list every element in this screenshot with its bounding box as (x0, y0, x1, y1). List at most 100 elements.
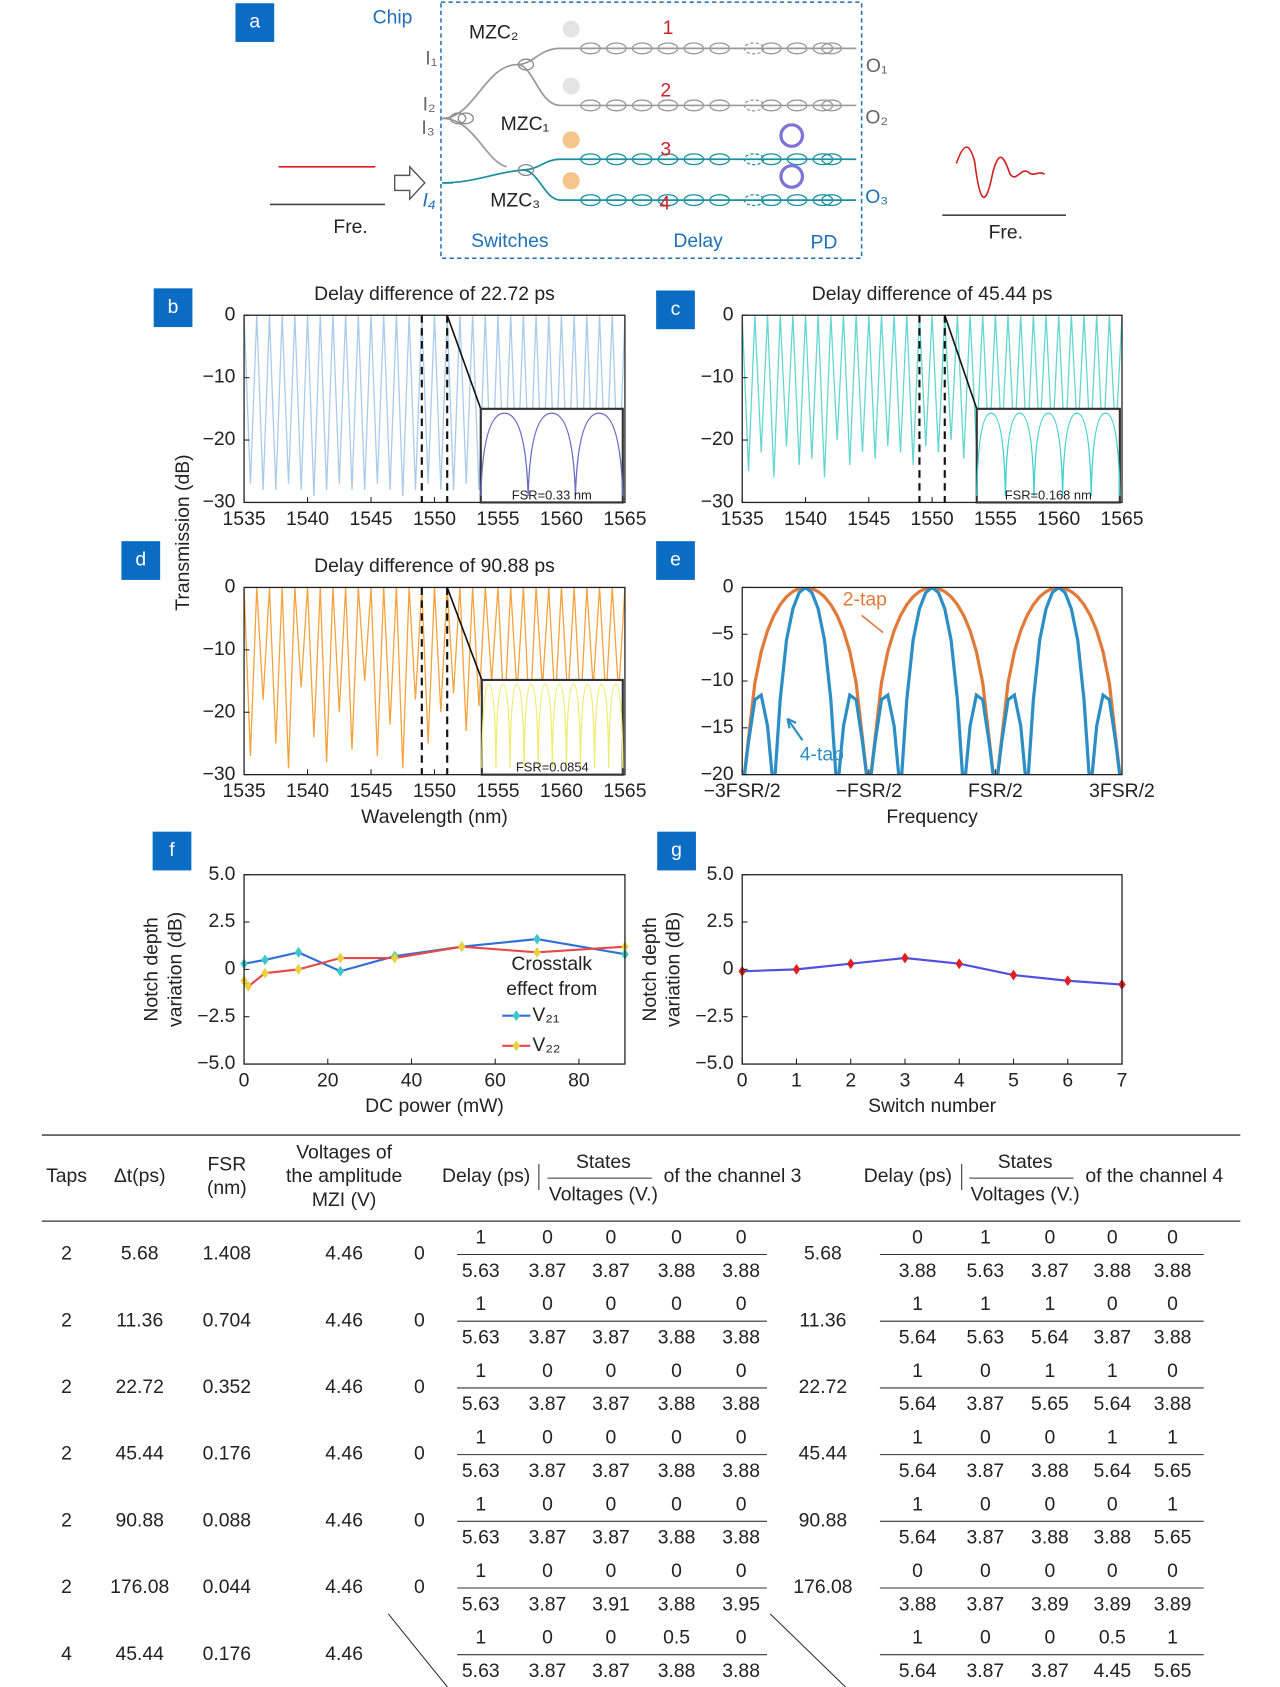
y-tick-label: −5.0 (197, 1052, 235, 1074)
cell: 1 (912, 1427, 923, 1449)
zoom-leader (446, 587, 483, 681)
delay-ring (580, 42, 601, 55)
delay-ring (683, 99, 705, 112)
panel-badge (657, 831, 696, 871)
waveguide (517, 63, 857, 107)
y-tick-label: −5 (712, 622, 734, 644)
switch-coupler (449, 112, 467, 125)
x-tick-label: 1545 (847, 508, 890, 530)
annotation-arrow (861, 614, 884, 634)
y-tick-label: −20 (203, 428, 236, 450)
delay-ring (760, 42, 782, 55)
switch-coupler (517, 163, 535, 177)
cell: 0 (1045, 1560, 1056, 1582)
legend-marker (512, 1040, 521, 1052)
cell: 3.88 (899, 1260, 937, 1282)
y-axis-label: Transmission (dB) (172, 454, 194, 610)
cell: 0 (736, 1493, 747, 1515)
cell: 0.5 (663, 1627, 690, 1649)
x-tick-label: 1535 (721, 508, 764, 530)
cell: 3.87 (529, 1327, 567, 1349)
cell: 1 (1045, 1293, 1056, 1315)
cell: 5.63 (462, 1460, 500, 1482)
waveguide (442, 158, 857, 184)
y-tick-label: −20 (203, 700, 236, 722)
cell: 0 (736, 1560, 747, 1582)
y-tick-label: 2.5 (209, 910, 236, 932)
x-tick-label: 6 (1062, 1069, 1073, 1091)
cell: 5.63 (967, 1260, 1005, 1282)
delay-ring (786, 99, 808, 112)
cell: 0 (542, 1427, 553, 1449)
cell: 1 (980, 1226, 991, 1248)
cell: 0 (671, 1560, 682, 1582)
cell: 3.88 (1093, 1260, 1131, 1282)
cell: 0 (1167, 1560, 1178, 1582)
cell: 0 (542, 1360, 553, 1382)
y-tick-label: −15 (701, 716, 734, 738)
x-tick-label: 1550 (911, 508, 954, 530)
cell: 0 (414, 1576, 425, 1598)
cell: 0 (671, 1427, 682, 1449)
cell: 4.45 (1093, 1660, 1131, 1682)
cell: 0 (414, 1509, 425, 1531)
cell: 4.46 (325, 1376, 363, 1398)
cell: 5.64 (899, 1460, 937, 1482)
cell: 3.95 (722, 1593, 760, 1615)
cell: 0.176 (203, 1443, 251, 1465)
x-tick-label: 0 (737, 1069, 748, 1091)
x-tick-label: 80 (568, 1069, 590, 1091)
cell: 5.68 (121, 1243, 159, 1265)
switch-coupler (517, 58, 535, 71)
delay-ring (631, 99, 653, 112)
waveguide (442, 117, 507, 168)
cell: 1 (1045, 1360, 1056, 1382)
panel-letter: f (169, 839, 175, 861)
cell: 0 (980, 1493, 991, 1515)
cell: 5.63 (462, 1660, 500, 1682)
cell: 0 (542, 1493, 553, 1515)
y-axis-label: variation (dB) (663, 912, 685, 1027)
delay-ring (743, 194, 765, 207)
x-axis-label: Wavelength (nm) (361, 806, 508, 828)
cell: 3.88 (722, 1660, 760, 1682)
cell: 0 (542, 1560, 553, 1582)
cell: 1 (912, 1293, 923, 1315)
marker (792, 964, 801, 975)
marker (244, 981, 253, 992)
cell: 0 (980, 1627, 991, 1649)
cell: 22.72 (799, 1376, 847, 1398)
delay-ring (709, 99, 730, 112)
cell: 45.44 (115, 1443, 164, 1465)
section-label: Switches (471, 230, 548, 252)
panel-letter: d (135, 549, 146, 571)
delay-ring (631, 153, 653, 166)
x-tick-label: 1535 (223, 780, 266, 802)
pd-ring-big (779, 164, 805, 189)
cell: 3.87 (529, 1660, 567, 1682)
cell: 3.88 (1031, 1460, 1069, 1482)
cell: 0 (414, 1376, 425, 1398)
pd-ring (821, 42, 842, 55)
marker (533, 933, 541, 945)
header-cell: States (998, 1151, 1053, 1173)
cell: 3.87 (1031, 1260, 1069, 1282)
header-cell: States (576, 1151, 631, 1173)
cell: 5.63 (462, 1527, 500, 1549)
inset-box (975, 407, 1121, 504)
delay-ring (812, 153, 834, 166)
cell: 3.88 (1154, 1393, 1192, 1415)
delay-ring (709, 42, 730, 55)
channel-number: 4 (659, 193, 670, 215)
cell: 1 (1107, 1360, 1118, 1382)
delay-ring (812, 99, 834, 112)
cell: 3.88 (1031, 1527, 1069, 1549)
cell: 5.64 (1093, 1460, 1131, 1482)
cell: 4 (61, 1643, 72, 1665)
cell: 0.704 (203, 1309, 252, 1331)
cell: 1 (475, 1360, 486, 1382)
x-tick-label: −FSR/2 (836, 780, 902, 802)
mzc-label: MZC₃ (490, 189, 540, 211)
y-tick-label: 0 (225, 303, 236, 325)
